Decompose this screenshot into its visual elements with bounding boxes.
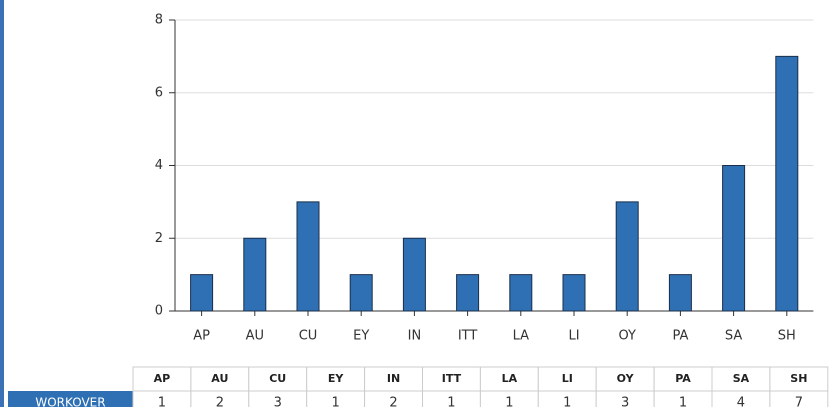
bar <box>509 274 533 312</box>
bar <box>402 237 426 312</box>
header-cell <box>306 366 366 392</box>
x-tick-label: ITT <box>458 329 478 344</box>
value-label: 1 <box>332 396 340 407</box>
bar <box>615 201 639 312</box>
value-label: 2 <box>389 396 397 407</box>
value-cell <box>769 390 829 407</box>
x-tick-label: EY <box>353 329 369 344</box>
x-tick-label: SH <box>778 329 796 344</box>
value-label: 1 <box>447 396 455 407</box>
header-label: PA <box>675 372 691 385</box>
value-label: 1 <box>563 396 571 407</box>
header-label: ITT <box>442 372 462 385</box>
row-label: WORKOVER <box>35 396 105 407</box>
x-tick-label: IN <box>408 329 422 344</box>
x-tick-label: LA <box>513 329 530 344</box>
header-label: AP <box>154 372 171 385</box>
bar <box>668 274 692 312</box>
y-tick-label: 0 <box>155 304 163 319</box>
bar <box>775 55 799 312</box>
x-tick-label: SA <box>725 329 742 344</box>
bar <box>456 274 480 312</box>
bar <box>722 165 746 312</box>
row-label-cell <box>8 391 133 407</box>
bar <box>243 237 267 312</box>
x-tick-label: PA <box>672 329 688 344</box>
y-tick-label: 8 <box>155 13 163 28</box>
header-label: AU <box>211 372 228 385</box>
header-cell <box>769 366 829 392</box>
header-label: OY <box>617 372 635 385</box>
header-cell <box>190 366 250 392</box>
header-label: SH <box>790 372 807 385</box>
value-label: 7 <box>795 396 803 407</box>
bar <box>190 274 214 312</box>
value-label: 2 <box>216 396 224 407</box>
header-label: LI <box>562 372 573 385</box>
value-label: 1 <box>158 396 166 407</box>
bar <box>349 274 373 312</box>
value-label: 1 <box>679 396 687 407</box>
x-tick-label: AU <box>246 329 264 344</box>
left-border <box>0 0 4 407</box>
y-tick-label: 4 <box>155 158 163 173</box>
header-label: LA <box>502 372 518 385</box>
header-label: IN <box>387 372 400 385</box>
value-label: 3 <box>621 396 629 407</box>
bar <box>296 201 320 312</box>
y-tick-label: 6 <box>155 85 163 100</box>
header-label: CU <box>269 372 286 385</box>
value-label: 3 <box>274 396 282 407</box>
value-label: 1 <box>505 396 513 407</box>
x-tick-label: LI <box>568 329 579 344</box>
x-tick-label: OY <box>618 329 636 344</box>
x-tick-label: CU <box>299 329 318 344</box>
value-label: 4 <box>737 396 745 407</box>
x-tick-label: AP <box>193 329 210 344</box>
header-label: EY <box>328 372 345 385</box>
y-tick-label: 2 <box>155 231 163 246</box>
header-label: SA <box>733 372 750 385</box>
header-cell <box>537 366 597 392</box>
bar <box>562 274 586 312</box>
